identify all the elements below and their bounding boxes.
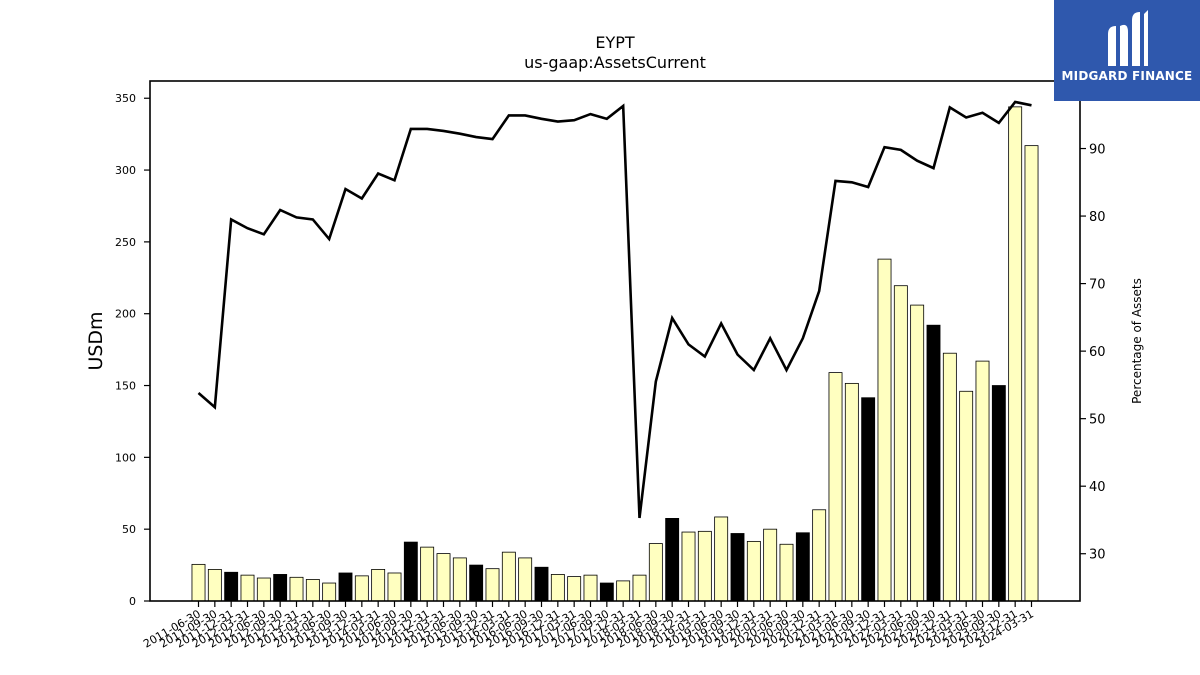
midgard-logo-icon [1108,10,1148,66]
bar-2017-03-31 [567,576,582,602]
bars-layer [191,106,1039,602]
bar-2024-03-31 [1024,145,1039,602]
bar-2013-03-31 [305,579,320,602]
bar-2012-12-31 [289,576,304,602]
y-tick-label-left-0: 0 [129,595,136,608]
bar-2022-03-31 [893,285,908,602]
bar-2017-06-30 [583,574,598,602]
bar-2012-03-31 [240,574,255,602]
line-series-percentage [197,100,1032,519]
bar-2019-12-31 [746,540,761,602]
bar-2013-12-31 [354,575,369,602]
bar-2016-06-30 [518,557,533,602]
bar-2022-06-30 [910,304,925,602]
x-axis: 2011-06-302011-09-302011-12-312012-03-31… [141,601,1036,651]
midgard-finance-logo: MIDGARD FINANCE [1054,0,1200,101]
bar-2020-09-30 [795,532,810,602]
bar-2021-03-31 [828,372,843,602]
bar-2015-09-30 [469,564,484,602]
bar-2014-03-31 [371,569,386,602]
y-tick-label-right-80: 80 [1089,210,1106,225]
bar-2020-03-31 [763,528,778,602]
bar-2019-03-31 [697,530,712,602]
bar-2013-09-30 [338,572,353,602]
bar-2016-09-30 [534,566,549,602]
bar-2013-06-30 [322,582,337,602]
y-tick-label-left-100: 100 [115,451,136,464]
y-tick-label-right-30: 30 [1089,548,1106,563]
bar-2011-06-30 [191,563,206,602]
bar-2021-09-30 [861,397,876,602]
plot-frame [149,80,1081,602]
bar-2018-12-31 [681,531,696,602]
bar-2015-03-31 [436,553,451,602]
y-tick-label-left-150: 150 [115,380,136,393]
y-tick-label-left-200: 200 [115,308,136,321]
bar-2016-03-31 [501,551,516,602]
bar-2019-06-30 [714,516,729,602]
bar-2018-09-30 [665,518,680,602]
bar-2017-09-30 [599,582,614,602]
bar-2015-12-31 [485,568,500,602]
y-tick-label-right-40: 40 [1089,480,1106,495]
y-axis-right: 30 40 50 60 70 80 90 [1080,143,1106,563]
bar-2014-09-30 [403,541,418,602]
y-axis-right-label: Percentage of Assets [1130,278,1144,404]
y-tick-label-right-70: 70 [1089,278,1106,293]
bar-2016-12-31 [550,574,565,602]
bar-2014-12-31 [420,546,435,602]
bar-2020-12-31 [812,509,827,602]
bar-2023-06-30 [975,360,990,602]
y-tick-label-right-50: 50 [1089,413,1106,428]
bar-2023-09-30 [991,385,1006,602]
logo-text: MIDGARD FINANCE [1061,69,1193,83]
bar-2019-09-30 [730,533,745,602]
bar-2020-06-30 [779,543,794,602]
bar-2011-09-30 [207,569,222,602]
y-axis-left: 0 50 100 150 200 250 300 350 [115,92,150,608]
y-tick-label-right-90: 90 [1089,143,1106,158]
chart-title: EYPT [595,33,635,52]
bar-2018-03-31 [632,574,647,602]
bar-2018-06-30 [648,543,663,602]
chart-subtitle: us-gaap:AssetsCurrent [524,53,706,72]
bar-2022-09-30 [926,324,941,602]
y-tick-label-left-300: 300 [115,164,136,177]
bar-2021-06-30 [844,382,859,602]
bar-2022-12-31 [942,352,957,602]
bar-2023-03-31 [959,390,974,602]
bar-2011-12-31 [224,571,239,602]
bar-2015-06-30 [452,557,467,602]
bar-2014-06-30 [387,572,402,602]
y-tick-label-left-250: 250 [115,236,136,249]
bar-2012-06-30 [256,577,271,602]
bar-2021-12-31 [877,258,892,602]
y-axis-left-label: USDm [85,311,107,370]
line-layer [197,100,1032,519]
bar-2023-12-31 [1008,106,1023,602]
y-tick-label-left-350: 350 [115,92,136,105]
y-tick-label-right-60: 60 [1089,345,1106,360]
y-tick-label-left-50: 50 [122,523,136,536]
bar-2012-09-30 [273,574,288,602]
bar-2017-12-31 [616,580,631,602]
